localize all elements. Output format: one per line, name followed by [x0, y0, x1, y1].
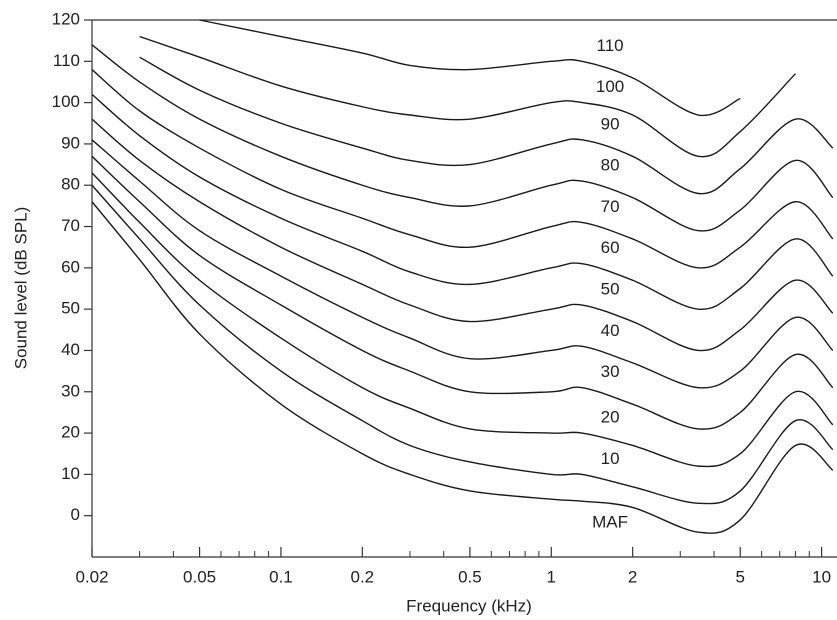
curve	[91, 172, 834, 468]
curve	[91, 155, 834, 430]
y-tick-label: 100	[52, 92, 80, 111]
curve	[91, 44, 834, 232]
curve	[91, 118, 834, 352]
curve	[91, 184, 834, 505]
y-tick-label: 50	[61, 299, 80, 318]
curve-label: 50	[601, 280, 620, 299]
curve-label: 60	[601, 238, 620, 257]
x-tick-label: 5	[736, 567, 745, 586]
x-tick-label: 2	[628, 567, 637, 586]
x-tick-label: 0.02	[75, 567, 108, 586]
curve	[91, 139, 834, 389]
y-tick-label: 30	[61, 381, 80, 400]
curve	[199, 19, 741, 117]
x-tick-label: 0.05	[183, 567, 216, 586]
y-tick-label: 70	[61, 216, 80, 235]
x-tick-label: 0.2	[351, 567, 375, 586]
curve-label: 90	[601, 114, 620, 133]
curve	[91, 93, 834, 310]
curve-label: 20	[601, 408, 620, 427]
y-tick-label: 60	[61, 257, 80, 276]
curve-label: 10	[601, 449, 620, 468]
curve-label: 110	[597, 36, 624, 55]
y-tick-label: 0	[71, 505, 80, 524]
y-tick-label: 120	[52, 9, 80, 28]
curve	[91, 201, 834, 534]
curve	[139, 56, 834, 195]
x-tick-label: 1	[547, 567, 556, 586]
curve-label: 80	[601, 156, 620, 175]
y-tick-label: 90	[61, 133, 80, 152]
x-axis-title: Frequency (kHz)	[406, 596, 532, 615]
curve-label: 40	[601, 321, 620, 340]
y-tick-label: 40	[61, 340, 80, 359]
y-axis-title: Sound level (dB SPL)	[11, 207, 30, 370]
curve-label: 70	[601, 197, 620, 216]
y-tick-label: 20	[61, 423, 80, 442]
y-tick-label: 10	[61, 464, 80, 483]
x-tick-label: 10	[812, 567, 831, 586]
curve-label: 100	[596, 77, 624, 96]
curve-label: 30	[601, 362, 620, 381]
y-tick-label: 110	[53, 51, 80, 70]
curve	[91, 69, 834, 269]
x-tick-label: 0.1	[269, 567, 293, 586]
curve-label: MAF	[592, 513, 628, 532]
curve	[139, 35, 796, 158]
y-tick-label: 80	[61, 175, 80, 194]
x-tick-label: 0.5	[458, 567, 482, 586]
